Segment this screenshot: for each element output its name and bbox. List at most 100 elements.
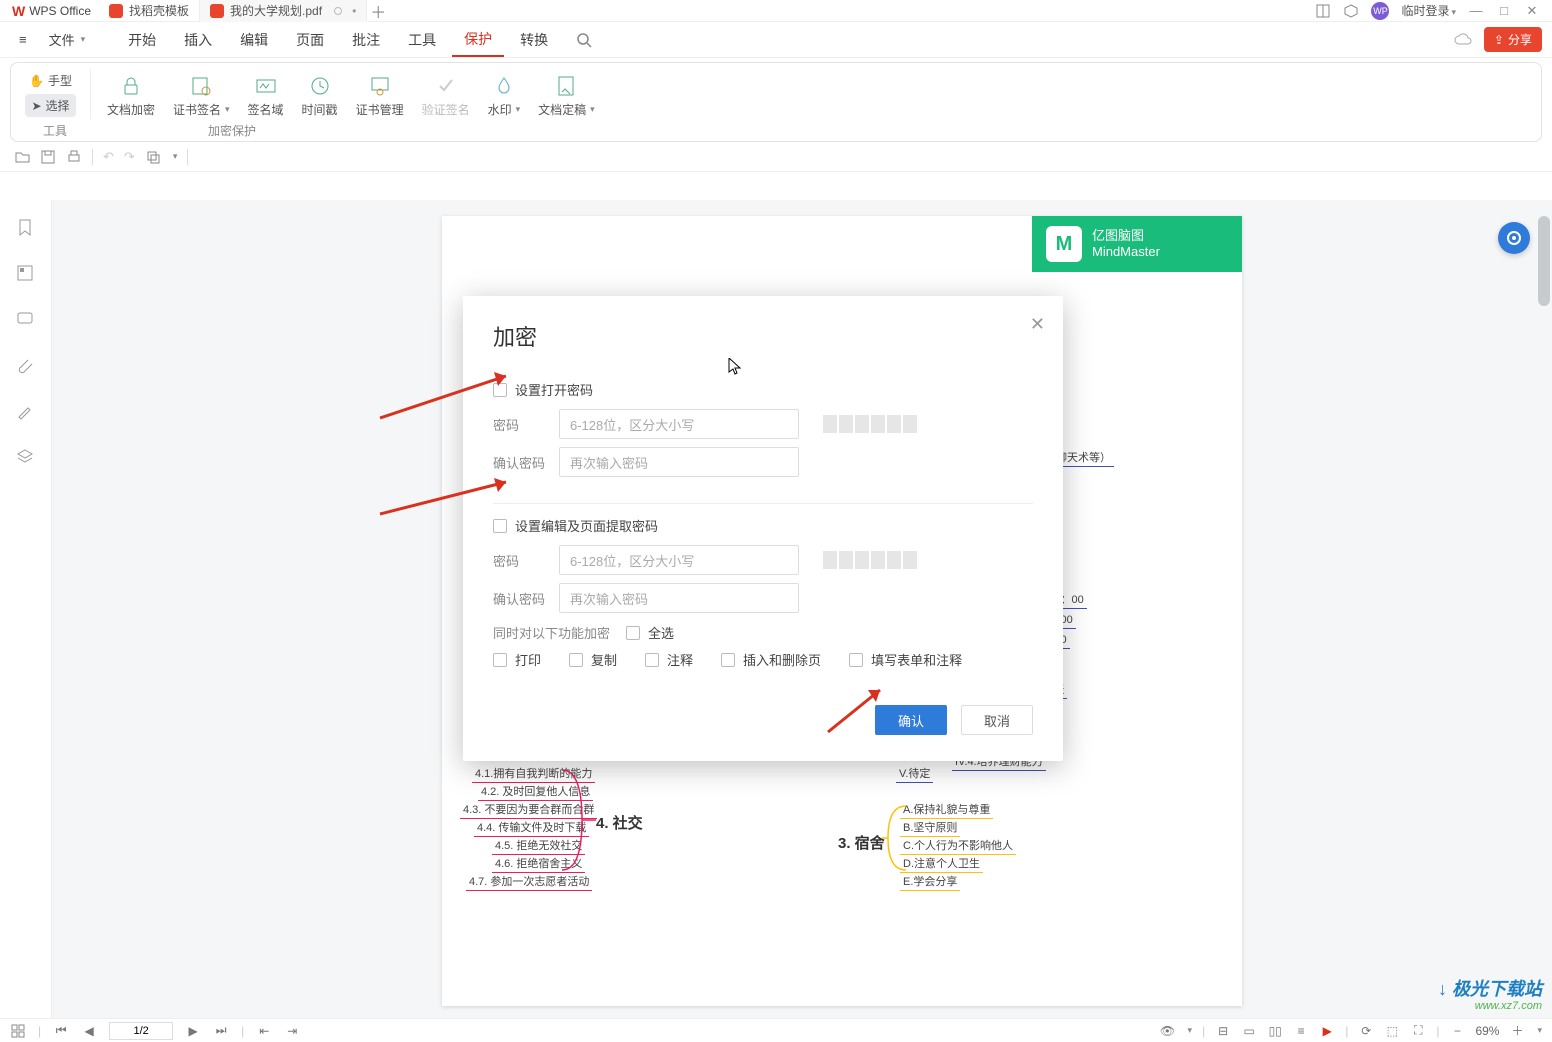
btn-finalize[interactable]: 文档定稿▾ [530,69,603,122]
zoom-out-icon[interactable]: − [1449,1023,1465,1039]
checkbox-open-pwd[interactable] [493,383,507,397]
btn-watermark[interactable]: 水印▾ [480,69,529,122]
vertical-scrollbar[interactable] [1536,200,1552,1018]
menu-convert[interactable]: 转换 [508,24,560,56]
fit-width-icon[interactable]: ⇤ [256,1023,272,1039]
crop-icon[interactable]: ⬚ [1384,1023,1400,1039]
continuous-icon[interactable]: ≡ [1293,1023,1309,1039]
layers-icon[interactable] [16,448,36,468]
share-icon: ⇪ [1494,33,1504,47]
copy-icon[interactable] [145,149,161,165]
dialog-close-button[interactable]: ✕ [1030,314,1045,335]
sign-field-icon [253,73,279,99]
edit-pwd-input[interactable]: 6-128位，区分大小写 [559,545,799,575]
prev-page-icon[interactable]: ◀ [81,1023,97,1039]
two-page-icon[interactable]: ▯▯ [1267,1023,1283,1039]
menu-protect[interactable]: 保护 [452,23,504,57]
title-bar: W WPS Office 找稻壳模板 我的大学规划.pdf • ＋ WP 临时登… [0,0,1552,22]
checkbox-edit-pwd[interactable] [493,519,507,533]
grid-view-icon[interactable] [10,1023,26,1039]
tool-select[interactable]: ➤选择 [25,94,75,117]
last-page-icon[interactable]: ⏭ [213,1023,229,1039]
lock-icon [118,73,144,99]
menu-annotate[interactable]: 批注 [340,24,392,56]
wps-logo-icon: W [12,3,25,19]
pen-icon[interactable] [16,402,36,422]
status-bar: | ⏮ ◀ ▶ ⏭ | ⇤ ⇥ 👁▾ | ⊟ ▭ ▯▯ ≡ ▶ | ⟳ ⬚ ⛶ … [0,1018,1552,1042]
panel-icon[interactable] [1315,3,1331,19]
checkbox-insert-delete[interactable] [721,653,735,667]
maximize-button[interactable]: □ [1496,3,1512,18]
func-print: 打印 [515,650,541,669]
menu-tools[interactable]: 工具 [396,24,448,56]
share-button[interactable]: ⇪分享 [1484,27,1542,52]
btn-cert-mgmt[interactable]: 证书管理 [348,69,412,122]
hand-icon: ✋ [29,74,44,88]
minimize-button[interactable]: — [1468,3,1484,18]
file-menu[interactable]: 文件▾ [40,25,95,54]
thumbs-icon[interactable] [16,264,36,284]
edit-pwd-confirm-input[interactable]: 再次输入密码 [559,583,799,613]
cloud-icon[interactable] [1454,33,1474,47]
open-pwd-input[interactable]: 6-128位，区分大小写 [559,409,799,439]
tab-current-doc[interactable]: 我的大学规划.pdf • [200,0,367,22]
ribbon: ✋手型 ➤选择 文档加密 证书签名▾ 签名域 时间戳 证书管理 验证签名 水印▾… [10,62,1542,142]
confirm-button[interactable]: 确认 [875,705,947,735]
hamburger-icon[interactable]: ≡ [10,27,36,52]
cert-icon [188,73,214,99]
comment-icon[interactable] [16,310,36,330]
page-input[interactable] [109,1022,173,1040]
fullscreen-icon[interactable]: ⛶ [1410,1023,1426,1039]
checkbox-annotate[interactable] [645,653,659,667]
rotate-icon[interactable]: ⟳ [1358,1023,1374,1039]
finalize-icon [553,73,579,99]
open-icon[interactable] [14,149,30,165]
open-pwd-confirm-input[interactable]: 再次输入密码 [559,447,799,477]
encrypt-dialog: 加密 ✕ 设置打开密码 密码 6-128位，区分大小写 确认密码 再次输入密码 … [463,296,1063,761]
menu-page[interactable]: 页面 [284,24,336,56]
mindmaster-badge: M 亿图脑图MindMaster [1032,216,1242,272]
zoom-in-icon[interactable]: ＋ [1509,1023,1525,1039]
bookmark-icon[interactable] [16,218,36,238]
tab-menu-icon[interactable]: • [352,4,356,18]
checkbox-print[interactable] [493,653,507,667]
btn-doc-encrypt[interactable]: 文档加密 [99,69,163,122]
cancel-button[interactable]: 取消 [961,705,1033,735]
btn-cert-sign[interactable]: 证书签名▾ [165,69,238,122]
tool-hand[interactable]: ✋手型 [23,69,78,92]
new-tab-button[interactable]: ＋ [367,0,389,23]
search-icon[interactable] [564,26,604,54]
mm-node: V.待定 [896,764,933,783]
menu-bar: ≡ 文件▾ 开始 插入 编辑 页面 批注 工具 保护 转换 ⇪分享 [0,22,1552,58]
floating-action-icon[interactable] [1498,222,1530,254]
btn-sign-field[interactable]: 签名域 [240,69,292,122]
checkbox-form-comment[interactable] [849,653,863,667]
next-page-icon[interactable]: ▶ [185,1023,201,1039]
eye-icon[interactable]: 👁 [1160,1023,1176,1039]
menu-edit[interactable]: 编辑 [228,24,280,56]
first-page-icon[interactable]: ⏮ [53,1023,69,1039]
checkbox-select-all[interactable] [626,626,640,640]
close-button[interactable]: ✕ [1524,3,1540,19]
redo-icon[interactable]: ↷ [124,149,135,165]
func-annotate: 注释 [667,650,693,669]
attach-icon[interactable] [16,356,36,376]
fit-page-icon[interactable]: ⇥ [284,1023,300,1039]
tab-templates[interactable]: 找稻壳模板 [99,0,200,22]
fit-icon[interactable]: ⊟ [1215,1023,1231,1039]
play-icon[interactable]: ▶ [1319,1023,1335,1039]
zoom-menu-icon[interactable]: ▾ [1537,1025,1542,1036]
print-icon[interactable] [66,149,82,165]
btn-timestamp[interactable]: 时间戳 [294,69,346,122]
undo-icon[interactable]: ↶ [103,149,114,165]
cube-icon[interactable] [1343,3,1359,19]
user-avatar[interactable]: WP [1371,2,1389,20]
qa-more-icon[interactable]: ▾ [173,151,178,162]
checkbox-copy[interactable] [569,653,583,667]
login-label[interactable]: 临时登录▾ [1401,2,1456,19]
menu-insert[interactable]: 插入 [172,24,224,56]
save-icon[interactable] [40,149,56,165]
func-copy: 复制 [591,650,617,669]
single-page-icon[interactable]: ▭ [1241,1023,1257,1039]
menu-start[interactable]: 开始 [116,24,168,56]
